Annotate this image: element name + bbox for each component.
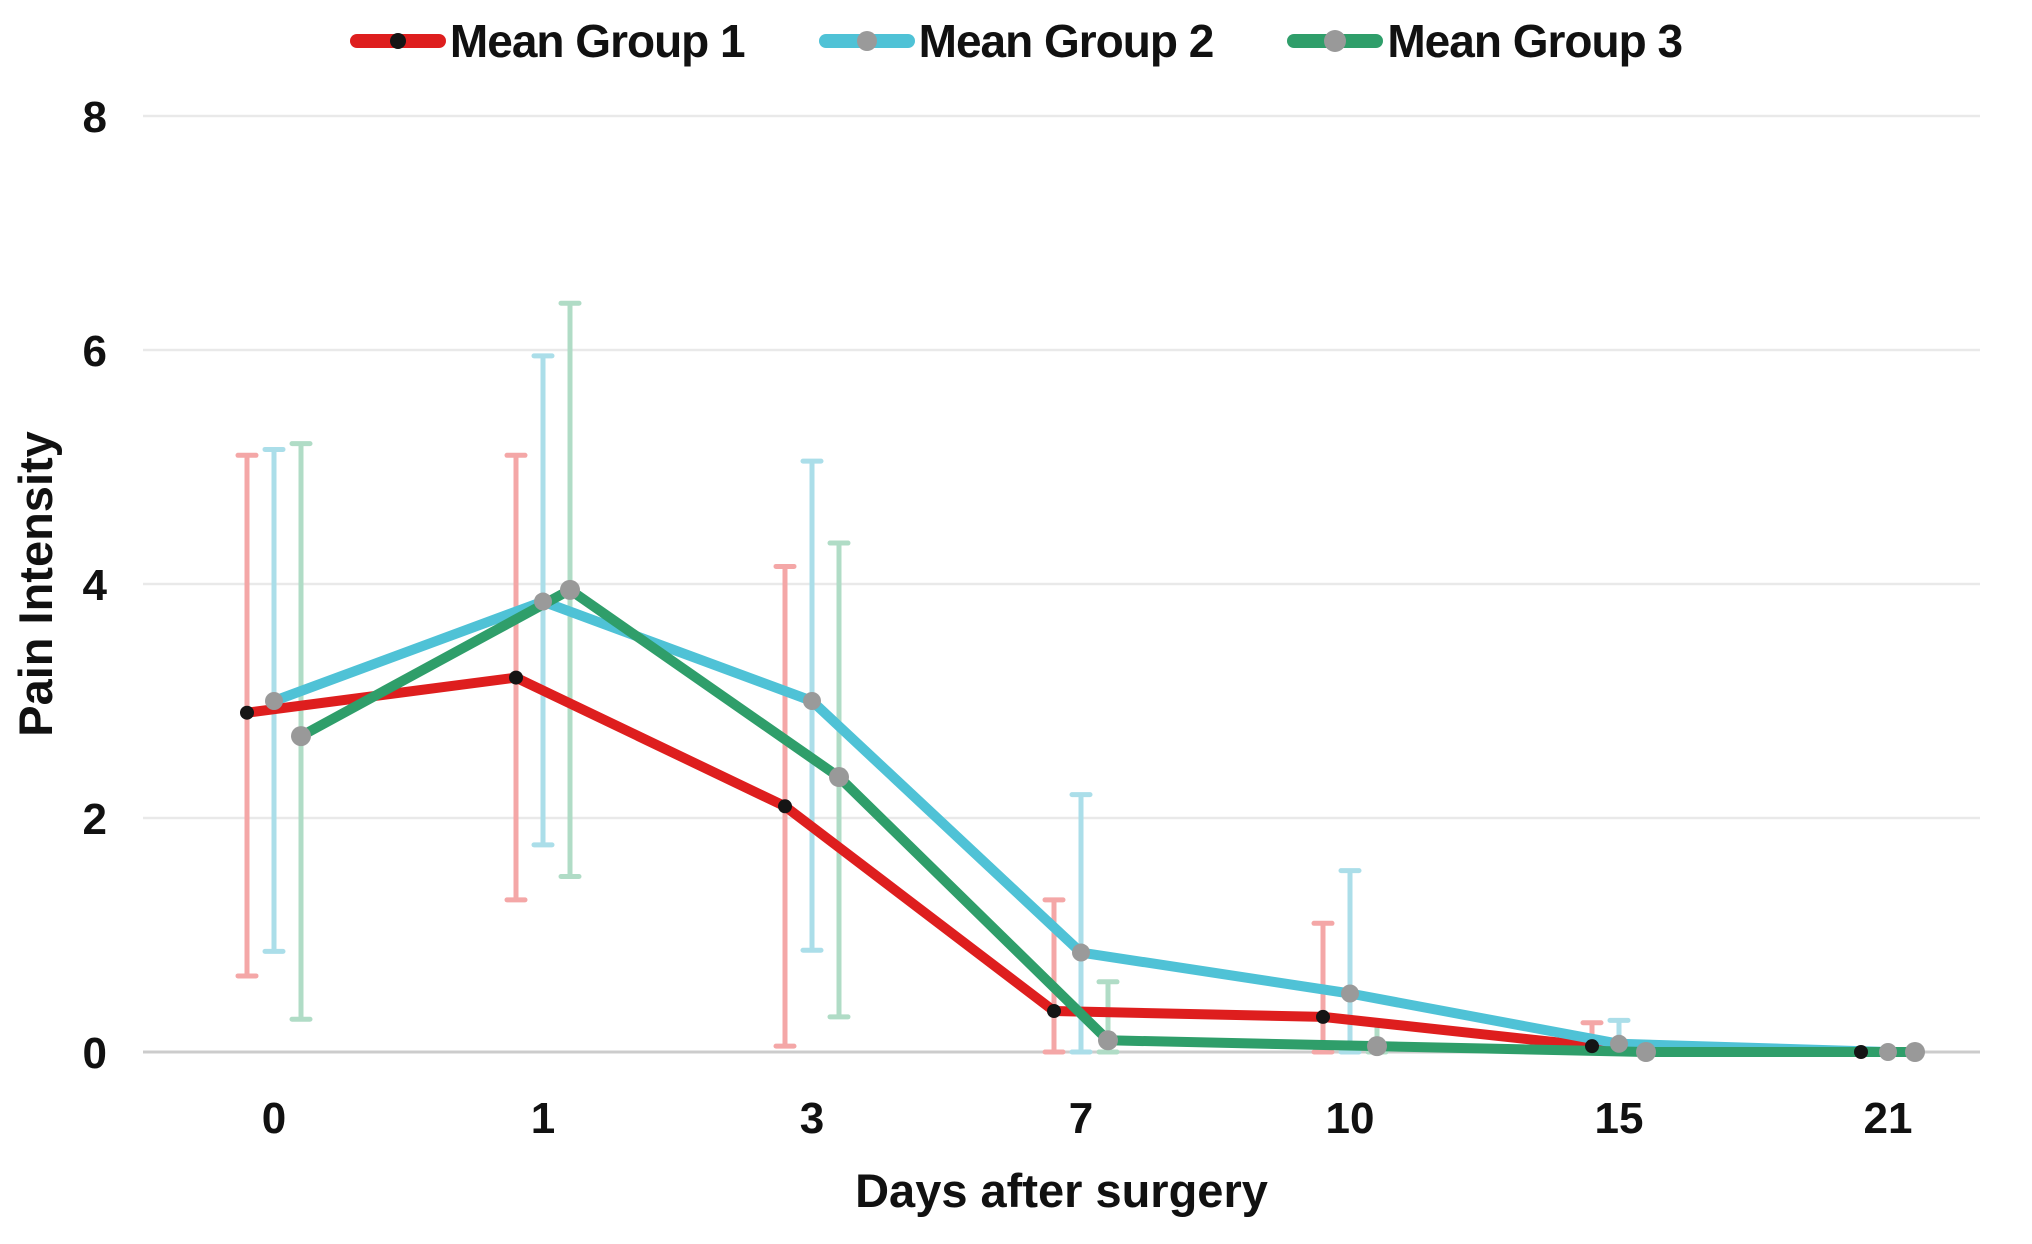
x-tick-label: 7 bbox=[1069, 1094, 1093, 1143]
x-tick-label: 10 bbox=[1326, 1094, 1375, 1143]
series-marker bbox=[1341, 984, 1359, 1003]
series-marker bbox=[265, 692, 283, 710]
series-marker bbox=[1879, 1043, 1897, 1061]
legend-item-group1: Mean Group 1 bbox=[349, 14, 746, 68]
y-tick-label: 6 bbox=[83, 327, 107, 376]
series-marker bbox=[803, 692, 821, 710]
x-tick-label: 3 bbox=[800, 1094, 824, 1143]
y-tick-label: 2 bbox=[83, 795, 107, 844]
legend-item-group2: Mean Group 2 bbox=[818, 14, 1215, 68]
series-marker bbox=[829, 767, 849, 788]
chart-legend: Mean Group 1 Mean Group 2 Mean Group 3 bbox=[0, 14, 2032, 68]
x-tick-label: 0 bbox=[262, 1094, 286, 1143]
y-axis-title: Pain Intensity bbox=[9, 431, 62, 737]
legend-label-group1: Mean Group 1 bbox=[449, 15, 746, 67]
x-tick-label: 21 bbox=[1864, 1094, 1913, 1143]
legend-marker-group2-icon bbox=[818, 31, 915, 51]
y-tick-label: 0 bbox=[83, 1029, 107, 1078]
legend-dot-group3-icon bbox=[1324, 30, 1347, 52]
series-marker bbox=[240, 705, 254, 720]
y-tick-label: 4 bbox=[83, 561, 108, 610]
x-tick-label: 1 bbox=[531, 1094, 555, 1143]
legend-label-group3: Mean Group 3 bbox=[1387, 15, 1683, 67]
series-marker bbox=[1316, 1009, 1330, 1024]
series-marker bbox=[1367, 1036, 1387, 1057]
legend-marker-group3-icon bbox=[1287, 30, 1384, 52]
series-marker bbox=[1047, 1004, 1061, 1019]
x-tick-label: 15 bbox=[1595, 1094, 1644, 1143]
x-axis-title: Days after surgery bbox=[855, 1164, 1268, 1217]
series-marker bbox=[534, 592, 552, 611]
series-marker bbox=[1636, 1042, 1656, 1062]
series-marker bbox=[1854, 1045, 1868, 1059]
legend-item-group3: Mean Group 3 bbox=[1287, 14, 1683, 68]
legend-dot-group1-icon bbox=[389, 33, 406, 49]
legend-marker-group1-icon bbox=[349, 33, 446, 49]
series-marker bbox=[291, 726, 311, 747]
y-tick-label: 8 bbox=[83, 93, 107, 142]
series-marker bbox=[1072, 943, 1090, 962]
series-marker bbox=[778, 799, 792, 814]
series-marker bbox=[560, 579, 580, 600]
series-marker bbox=[1585, 1039, 1599, 1054]
series-marker bbox=[1610, 1034, 1628, 1053]
legend-label-group2: Mean Group 2 bbox=[918, 15, 1215, 67]
legend-dot-group2-icon bbox=[856, 31, 877, 51]
series-marker bbox=[509, 670, 523, 685]
series-marker bbox=[1905, 1042, 1925, 1062]
series-marker bbox=[1098, 1030, 1118, 1051]
